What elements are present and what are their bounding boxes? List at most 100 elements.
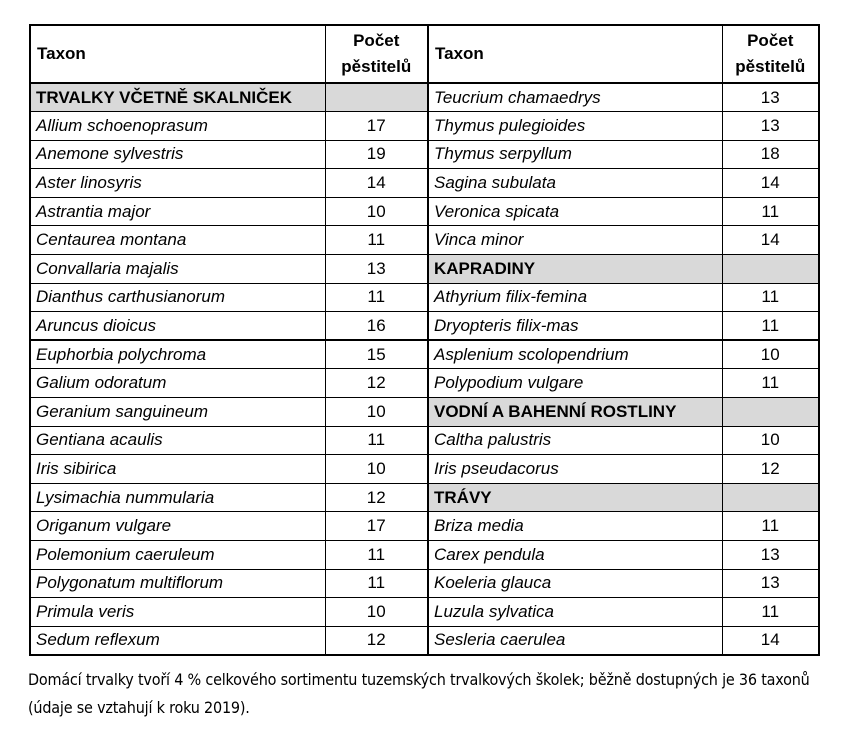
taxon-cell: Aster linosyris (29, 168, 326, 198)
taxon-cell: Thymus serpyllum (427, 139, 723, 170)
count-cell: 13 (721, 111, 820, 141)
taxon-cell: Polypodium vulgare (427, 368, 723, 399)
taxon-cell: Iris sibirica (29, 454, 326, 484)
taxa-table: Taxon Počet pěstitelů Taxon Počet pěstit… (29, 24, 820, 656)
taxon-cell: Teucrium chamaedrys (427, 82, 723, 113)
table-row: Centaurea montana 11 Vinca minor 14 (29, 225, 820, 256)
column-header-taxon-left: Taxon (29, 24, 326, 84)
count-cell: 11 (324, 425, 429, 456)
table-row: Aruncus dioicus 16 Dryopteris filix-mas 11 (29, 311, 820, 342)
table-row: Dianthus carthusianorum 11 Athyrium filix-… (29, 282, 820, 313)
table-row: Lysimachia nummularia 12 TRÁVY (29, 482, 820, 513)
table-row: Gentiana acaulis 11 Caltha palustris 10 (29, 425, 820, 456)
table-row: Iris sibirica 10 Iris pseudacorus 12 (29, 454, 820, 484)
column-header-count-left: Počet pěstitelů (324, 24, 429, 84)
count-cell: 17 (324, 511, 429, 541)
count-cell: 15 (324, 339, 429, 370)
taxon-cell: Geranium sanguineum (29, 397, 326, 427)
section-header-cell: VODNÍ A BAHENNÍ ROSTLINY (427, 397, 723, 427)
section-count-cell (721, 254, 820, 284)
taxon-cell: Euphorbia polychroma (29, 339, 326, 370)
count-cell: 11 (721, 368, 820, 399)
count-cell: 13 (721, 540, 820, 570)
taxon-cell: Dryopteris filix-mas (427, 311, 723, 342)
taxon-cell: Aruncus dioicus (29, 311, 326, 342)
taxon-cell: Veronica spicata (427, 196, 723, 227)
taxon-cell: Centaurea montana (29, 225, 326, 256)
count-cell: 12 (721, 454, 820, 484)
taxon-cell: Sesleria caerulea (427, 625, 723, 656)
count-cell: 14 (721, 625, 820, 656)
count-cell: 12 (324, 368, 429, 399)
count-cell: 18 (721, 139, 820, 170)
count-cell: 14 (324, 168, 429, 198)
table-body: TRVALKY VČETNĚ SKALNIČEK Teucrium chamaed… (29, 82, 820, 656)
section-header-cell: KAPRADINY (427, 254, 723, 284)
count-cell: 19 (324, 139, 429, 170)
table-row: Polemonium caeruleum 11 Carex pendula 13 (29, 540, 820, 570)
taxon-cell: Polemonium caeruleum (29, 540, 326, 570)
section-count-cell (721, 482, 820, 513)
count-cell: 10 (324, 597, 429, 627)
taxon-cell: Lysimachia nummularia (29, 482, 326, 513)
taxon-cell: Galium odoratum (29, 368, 326, 399)
section-header-cell: TRVALKY VČETNĚ SKALNIČEK (29, 82, 326, 113)
count-cell: 11 (324, 540, 429, 570)
table-row: Astrantia major 10 Veronica spicata 11 (29, 196, 820, 227)
table-row: Primula veris 10 Luzula sylvatica 11 (29, 597, 820, 627)
count-cell: 14 (721, 168, 820, 198)
table-row: Convallaria majalis 13 KAPRADINY (29, 254, 820, 284)
count-cell: 10 (324, 397, 429, 427)
taxon-cell: Primula veris (29, 597, 326, 627)
taxon-cell: Luzula sylvatica (427, 597, 723, 627)
taxon-cell: Koeleria glauca (427, 568, 723, 599)
count-cell: 10 (721, 339, 820, 370)
count-cell: 11 (721, 282, 820, 313)
count-cell: 13 (721, 568, 820, 599)
table-row: Euphorbia polychroma 15 Asplenium scolopen… (29, 339, 820, 370)
count-cell: 11 (324, 282, 429, 313)
count-cell: 17 (324, 111, 429, 141)
taxon-cell: Athyrium filix-femina (427, 282, 723, 313)
table-row: Allium schoenoprasum 17 Thymus pulegioides… (29, 111, 820, 141)
section-header-cell: TRÁVY (427, 482, 723, 513)
taxon-cell: Briza media (427, 511, 723, 541)
taxon-cell: Iris pseudacorus (427, 454, 723, 484)
taxon-cell: Vinca minor (427, 225, 723, 256)
table-row: Sedum reflexum 12 Sesleria caerulea 14 (29, 625, 820, 656)
count-cell: 12 (324, 482, 429, 513)
taxon-cell: Carex pendula (427, 540, 723, 570)
table-header-row: Taxon Počet pěstitelů Taxon Počet pěstit… (29, 24, 820, 84)
count-cell: 13 (324, 254, 429, 284)
taxon-cell: Convallaria majalis (29, 254, 326, 284)
taxon-cell: Astrantia major (29, 196, 326, 227)
count-cell: 10 (324, 196, 429, 227)
table-row: Galium odoratum 12 Polypodium vulgare 11 (29, 368, 820, 399)
table-row: Polygonatum multiflorum 11 Koeleria glauca… (29, 568, 820, 599)
count-cell: 10 (721, 425, 820, 456)
taxon-cell: Asplenium scolopendrium (427, 339, 723, 370)
count-cell: 14 (721, 225, 820, 256)
count-cell: 11 (721, 196, 820, 227)
table-row: Aster linosyris 14 Sagina subulata 14 (29, 168, 820, 198)
table-caption: Domácí trvalky tvoří 4 % celkového sorti… (28, 670, 810, 717)
count-cell: 11 (721, 311, 820, 342)
table-row: TRVALKY VČETNĚ SKALNIČEK Teucrium chamaed… (29, 82, 820, 113)
count-cell: 11 (721, 597, 820, 627)
table-row: Geranium sanguineum 10 VODNÍ A BAHENNÍ ROS… (29, 397, 820, 427)
taxon-cell: Anemone sylvestris (29, 139, 326, 170)
taxon-cell: Polygonatum multiflorum (29, 568, 326, 599)
taxon-cell: Thymus pulegioides (427, 111, 723, 141)
count-cell: 10 (324, 454, 429, 484)
taxon-cell: Sedum reflexum (29, 625, 326, 656)
section-count-cell (324, 82, 429, 113)
taxon-cell: Allium schoenoprasum (29, 111, 326, 141)
count-cell: 11 (324, 568, 429, 599)
column-header-count-right: Počet pěstitelů (721, 24, 820, 84)
column-header-taxon-right: Taxon (427, 24, 723, 84)
section-count-cell (721, 397, 820, 427)
taxon-cell: Dianthus carthusianorum (29, 282, 326, 313)
taxon-cell: Sagina subulata (427, 168, 723, 198)
taxon-cell: Origanum vulgare (29, 511, 326, 541)
